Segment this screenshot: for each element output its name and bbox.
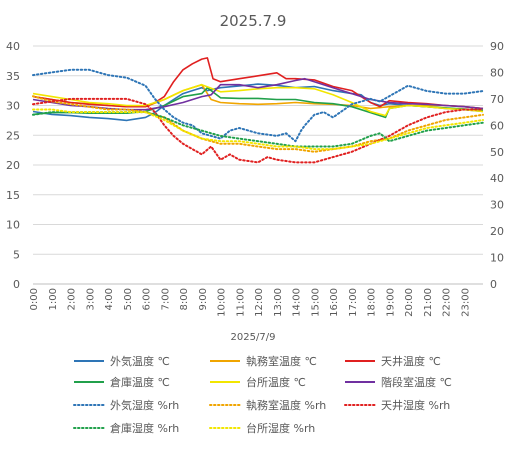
y-left-tick-label: 15	[6, 189, 20, 202]
legend-label: 倉庫温度 ℃	[110, 375, 170, 389]
y-right-tick-label: 90	[490, 40, 504, 53]
left-axis: 0 5 10 15 20 25 30 35 40	[6, 40, 20, 291]
x-tick-label: 22:00	[442, 288, 453, 317]
legend-label: 執務室温度 %rh	[246, 398, 326, 412]
x-tick-label: 6:00	[142, 288, 153, 310]
legend-label: 外気湿度 %rh	[110, 398, 179, 412]
legend-label: 台所湿度 %rh	[246, 421, 315, 435]
series-line-5	[32, 83, 484, 117]
legend-label: 台所温度 ℃	[246, 375, 306, 389]
y-right-tick-label: 80	[490, 66, 504, 79]
x-tick-label: 3:00	[85, 288, 96, 310]
y-right-tick-label: 0	[490, 278, 497, 291]
x-tick-label: 20:00	[404, 288, 415, 317]
y-left-tick-label: 30	[6, 100, 20, 113]
legend: 外気温度 ℃ 執務室温度 ℃ 天井温度 ℃ 倉庫温度 ℃ 台所温度 ℃ 階段室温度 ℃ 外気…	[73, 354, 452, 435]
y-left-tick-label: 10	[6, 219, 20, 232]
y-right-tick-label: 50	[490, 146, 504, 159]
x-tick-label: 2:00	[67, 288, 78, 310]
x-tick-label: 17:00	[348, 288, 359, 317]
legend-label: 外気温度 ℃	[110, 354, 170, 368]
right-axis: 0 10 20 30 40 50 60 70 80 90	[490, 40, 504, 291]
x-tick-label: 8:00	[179, 288, 190, 310]
y-right-tick-label: 30	[490, 199, 504, 212]
x-tick-label: 16:00	[329, 288, 340, 317]
y-left-tick-label: 35	[6, 70, 20, 83]
x-tick-label: 23:00	[460, 288, 471, 317]
series-line-10	[32, 111, 484, 148]
y-left-tick-label: 0	[13, 278, 20, 291]
x-tick-label: 13:00	[273, 288, 284, 317]
x-tick-label: 18:00	[367, 288, 378, 317]
chart-title: 2025.7.9	[220, 12, 287, 30]
series-line-11	[32, 108, 484, 151]
x-tick-label: 4:00	[104, 288, 115, 310]
x-tick-label: 5:00	[123, 288, 134, 310]
y-right-tick-label: 10	[490, 252, 504, 265]
series-line-8	[32, 95, 484, 153]
y-right-tick-label: 40	[490, 172, 504, 185]
y-left-tick-label: 25	[6, 129, 20, 142]
x-tick-label: 19:00	[385, 288, 396, 317]
y-left-tick-label: 40	[6, 40, 20, 53]
x-axis: 0:00 1:00 2:00 3:00 4:00 5:00 6:00 7:00 8:00 9:00…	[29, 288, 471, 317]
series-line-7	[32, 68, 484, 143]
gridlines	[33, 45, 483, 285]
x-tick-label: 1:00	[48, 288, 59, 310]
x-tick-label: 15:00	[310, 288, 321, 317]
legend-label: 階段室温度 ℃	[381, 375, 452, 389]
x-tick-label: 21:00	[423, 288, 434, 317]
y-right-tick-label: 60	[490, 119, 504, 132]
x-tick-label: 12:00	[254, 288, 265, 317]
y-right-tick-label: 70	[490, 93, 504, 106]
x-tick-label: 11:00	[235, 288, 246, 317]
y-left-tick-label: 5	[13, 248, 20, 261]
x-tick-label: 10:00	[217, 288, 228, 317]
x-axis-label: 2025/7/9	[231, 332, 276, 343]
x-tick-label: 14:00	[292, 288, 303, 317]
series-line-9	[32, 97, 484, 164]
y-right-tick-label: 20	[490, 225, 504, 238]
series-line-1	[32, 83, 484, 122]
legend-label: 天井温度 ℃	[381, 354, 441, 368]
legend-label: 天井湿度 %rh	[381, 398, 450, 412]
series-line-3	[32, 57, 484, 110]
y-left-tick-label: 20	[6, 159, 20, 172]
series-line-6	[32, 77, 484, 111]
legend-label: 倉庫湿度 %rh	[110, 421, 179, 435]
x-tick-label: 7:00	[160, 288, 171, 310]
series-layer	[32, 57, 484, 164]
x-tick-label: 9:00	[198, 288, 209, 310]
legend-label: 執務室温度 ℃	[246, 354, 317, 368]
x-tick-label: 0:00	[29, 288, 40, 310]
